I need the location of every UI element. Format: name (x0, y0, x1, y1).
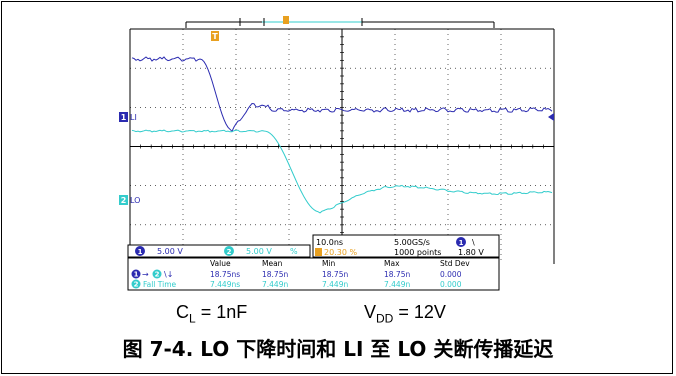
meas2-min: 7.449n (322, 280, 348, 289)
load-capacitance-label: CL = 1nF (176, 302, 247, 326)
meas1-src-b: 2 (155, 271, 160, 279)
ch2-scale-suffix: % (290, 247, 298, 256)
meas1-min: 18.75n (322, 270, 348, 279)
ch1-li-waveform (131, 56, 553, 133)
sample-rate-readout: 5.00GS/s (394, 238, 430, 247)
trigger-level-readout: 1.80 V (458, 248, 484, 257)
meas2-src: 2 (134, 281, 139, 289)
trigger-position-marker[interactable]: T (211, 31, 219, 41)
cl-rest: = 1nF (195, 302, 248, 322)
graticule (129, 28, 555, 264)
meas-header-max: Max (384, 259, 400, 268)
ch1-scale: 5.00 V (157, 247, 183, 256)
ch1-ground-marker[interactable]: 1 LI (119, 112, 137, 122)
cl-main: C (176, 302, 189, 322)
meas1-value: 18.75ns (210, 270, 240, 279)
supply-voltage-label: VDD = 12V (364, 302, 446, 326)
meas-header-min: Min (322, 259, 336, 268)
vdd-main: V (364, 302, 377, 322)
acquisition-readout: 10.0ns 20.30 % 5.00GS/s 1000 points 1 \ … (312, 234, 500, 258)
measurement-table: Value Mean Min Max Std Dev 1 → 2 \↓ 18.7… (127, 257, 500, 291)
meas2-name: Fall Time (143, 280, 177, 289)
ch2-marker-text: 2 (121, 196, 127, 205)
ch2-ground-marker[interactable]: 2 LO (119, 195, 140, 205)
meas-header-mean: Mean (262, 259, 283, 268)
ch1-marker-text: 1 (121, 113, 127, 122)
ch2-scale: 5.00 V (246, 247, 272, 256)
cl-sub: L (189, 311, 196, 326)
meas1-edges: \↓ (164, 270, 173, 279)
ch1-label: LI (130, 113, 137, 122)
vdd-sub: DD (376, 311, 394, 326)
vdd-rest: = 12V (393, 302, 446, 322)
meas2-mean: 7.449n (262, 280, 288, 289)
meas-header-stddev: Std Dev (440, 259, 470, 268)
trigger-level-arrow[interactable] (548, 113, 554, 121)
meas2-max: 7.449n (384, 280, 410, 289)
meas1-src-a: 1 (134, 271, 139, 279)
meas1-max: 18.75n (384, 270, 410, 279)
trigger-slope: \ (472, 238, 475, 247)
timebase-readout: 10.0ns (316, 238, 343, 247)
meas1-mean: 18.75n (262, 270, 288, 279)
trigger-source-text: 1 (459, 239, 464, 247)
record-bar (185, 16, 495, 28)
ch2-lo-waveform (131, 129, 553, 214)
oscilloscope-screen: T 1 LI 2 LO 10.0ns 20.30 % 5.00GS/s 100 (119, 16, 555, 291)
meas-header-value: Value (210, 259, 231, 268)
figure-title: 图 7-4. LO 下降时间和 LI 至 LO 关断传播延迟 (122, 337, 554, 361)
meas2-value: 7.449ns (210, 280, 240, 289)
ch2-label: LO (130, 196, 140, 205)
ch1-scale-marker: 1 (138, 248, 143, 256)
trigger-marker-text: T (212, 32, 218, 41)
channel-scale-readout: 1 5.00 V 2 5.00 V % (127, 244, 311, 258)
meas1-stddev: 0.000 (440, 270, 462, 279)
record-length-readout: 1000 points (394, 248, 441, 257)
meas1-arrow: → (142, 270, 149, 279)
trigger-position-readout: 20.30 % (324, 248, 357, 257)
meas2-stddev: 0.000 (440, 280, 462, 289)
ch2-scale-marker: 2 (227, 248, 232, 256)
